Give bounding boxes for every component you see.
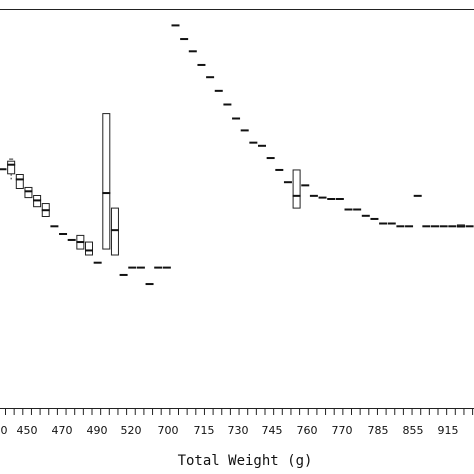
- x-tick-label: 785: [368, 424, 389, 437]
- x-tick-label: 715: [194, 424, 215, 437]
- x-tick-label: 490: [87, 424, 108, 437]
- x-axis-title: Total Weight (g): [178, 453, 313, 469]
- x-axis-tick-labels: 0 450 470 490 520 700 715 730 745 760 770 785 855 915: [1, 424, 459, 437]
- x-tick-label: 760: [297, 424, 318, 437]
- x-tick-label: 745: [262, 424, 283, 437]
- x-tick-label: 520: [121, 424, 142, 437]
- x-axis-minor-ticks: [5, 408, 474, 415]
- box-2: [15, 174, 24, 189]
- x-tick-label: 700: [158, 424, 179, 437]
- box-1: [7, 160, 16, 175]
- box-12: [102, 113, 111, 250]
- box-3: [24, 186, 33, 199]
- x-tick-label: 0: [1, 424, 8, 437]
- x-tick-label: 470: [52, 424, 73, 437]
- x-tick-label: 855: [403, 424, 424, 437]
- box-34: [292, 169, 301, 209]
- x-tick-label: 730: [228, 424, 249, 437]
- x-tick-label: 770: [332, 424, 353, 437]
- box-10: [85, 241, 93, 256]
- box-13: [110, 207, 119, 256]
- x-tick-label: 915: [438, 424, 459, 437]
- x-tick-label: 450: [17, 424, 38, 437]
- box-series: [0, 24, 474, 286]
